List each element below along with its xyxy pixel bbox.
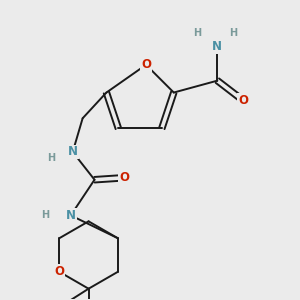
Text: H: H [47,153,55,163]
Text: O: O [238,94,248,107]
Text: O: O [119,171,129,184]
Text: H: H [229,28,237,38]
Text: H: H [194,28,202,38]
Text: N: N [66,209,76,222]
Text: N: N [212,40,222,53]
Text: O: O [54,266,64,278]
Text: H: H [41,210,49,220]
Text: O: O [141,58,151,71]
Text: N: N [68,146,78,158]
